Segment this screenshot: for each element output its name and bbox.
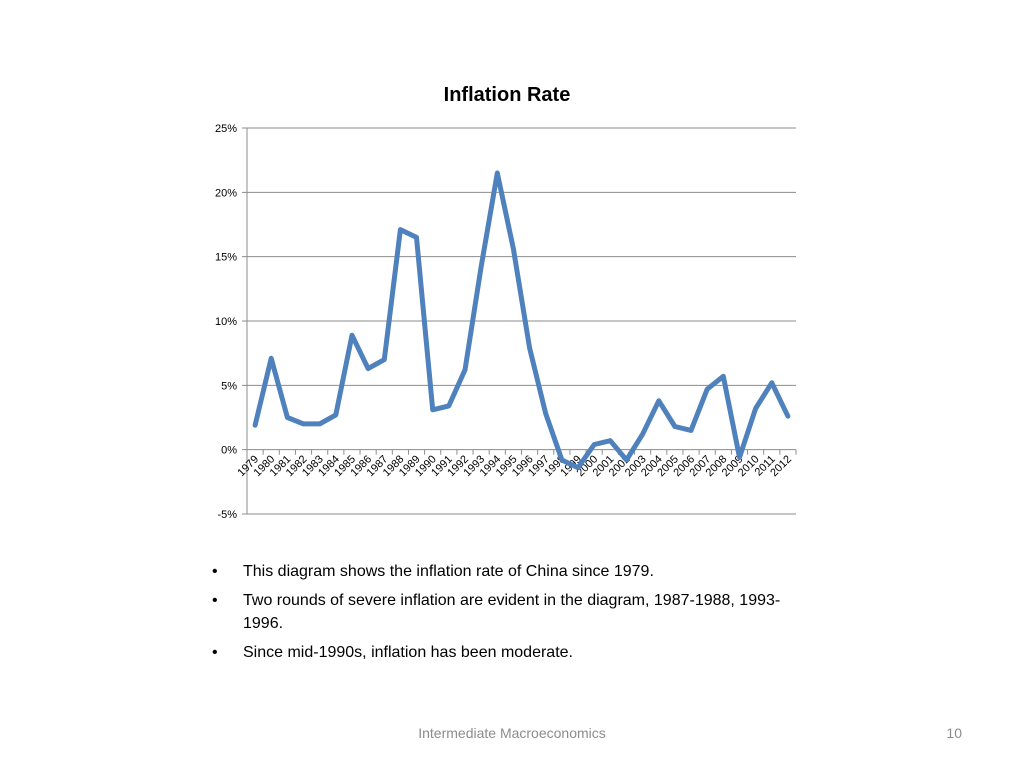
bullet-list: • This diagram shows the inflation rate o… — [212, 560, 812, 670]
slide-page-number: 10 — [946, 725, 962, 741]
bullet-item: • Two rounds of severe inflation are evid… — [212, 589, 812, 635]
grid-lines — [242, 127, 796, 515]
x-axis-tick-labels: 1979198019811982198319841985198619871988… — [235, 453, 794, 479]
bullet-dot: • — [212, 563, 218, 580]
series-layer — [252, 170, 791, 471]
y-tick-label: 15% — [215, 252, 237, 264]
y-axis-tick-labels: 25% 20% 15% 10% 5% 0% -5% — [215, 123, 237, 521]
bullet-text: Since mid-1990s, inflation has been mode… — [243, 644, 573, 661]
y-tick-label: -5% — [217, 509, 237, 521]
y-tick-label: 10% — [215, 316, 237, 328]
y-tick-label: 5% — [221, 380, 237, 392]
bullet-dot: • — [212, 592, 218, 609]
footer-course-title: Intermediate Macroeconomics — [418, 725, 606, 741]
bullet-text: Two rounds of severe inflation are evide… — [243, 592, 781, 632]
bullet-item: • Since mid-1990s, inflation has been mod… — [212, 641, 812, 664]
chart-title: Inflation Rate — [443, 84, 571, 106]
y-tick-label: 0% — [221, 445, 237, 457]
y-tick-label: 25% — [215, 123, 237, 135]
series-line — [252, 170, 791, 471]
bullet-dot: • — [212, 644, 218, 661]
y-tick-label: 20% — [215, 187, 237, 199]
bullet-item: • This diagram shows the inflation rate o… — [212, 560, 812, 583]
bullet-text: This diagram shows the inflation rate of… — [243, 563, 654, 580]
axes — [246, 128, 797, 514]
inflation-line-chart: 25% 20% 15% 10% 5% 0% -5% 19791980198119821983… — [215, 123, 797, 521]
